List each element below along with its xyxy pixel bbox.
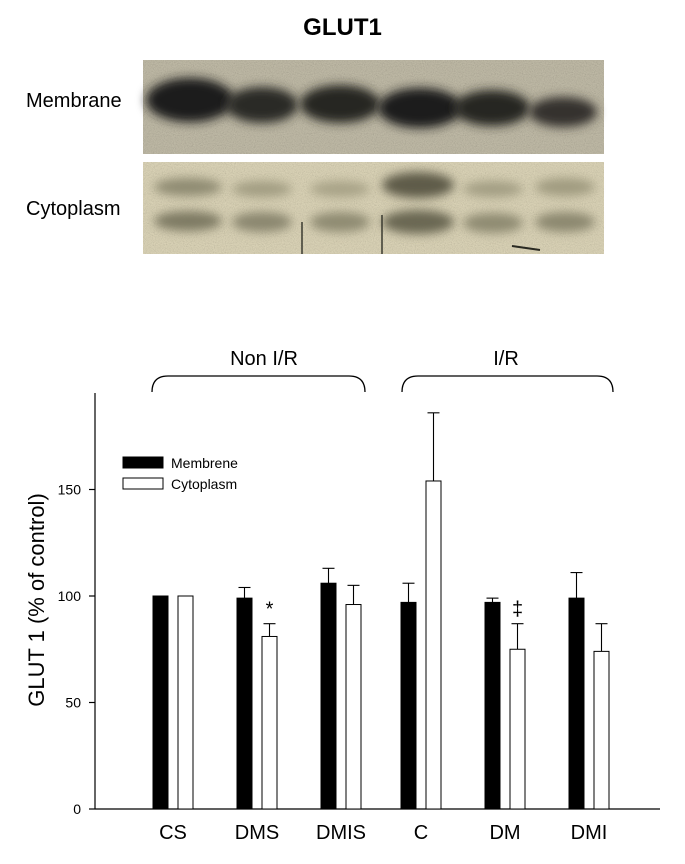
legend: Membrene Cytoplasm <box>122 455 238 492</box>
bracket-non-ir <box>151 375 366 393</box>
significance-marker: * <box>266 599 274 621</box>
legend-swatch-cytoplasm <box>122 477 164 490</box>
bar-membrene-cs <box>152 595 169 810</box>
cytoplasm-blot-image <box>143 162 604 254</box>
y-tick-label: 0 <box>73 801 81 817</box>
y-tick-label: 50 <box>65 695 81 711</box>
bar-cytoplasm-cs <box>177 595 194 810</box>
blot-title: GLUT1 <box>303 14 382 41</box>
bar-membrene-dmis <box>320 582 337 810</box>
bar-cytoplasm-dmi <box>593 650 610 810</box>
group-label-ir: I/R <box>493 348 519 370</box>
membrane-band-dmi <box>529 97 597 127</box>
group-label-non-ir: Non I/R <box>230 348 298 370</box>
blot-row-label-membrane: Membrane <box>26 90 122 112</box>
x-tick-label: DMIS <box>316 822 366 844</box>
y-ticks: 0 50 100 150 <box>58 482 95 817</box>
significance-marker: ‡ <box>512 599 523 621</box>
membrane-band-dmis <box>300 85 380 123</box>
y-axis-label: GLUT 1 (% of control) <box>24 493 49 707</box>
membrane-blot-image <box>143 60 604 154</box>
x-tick-label: DMI <box>571 822 608 844</box>
bracket-ir <box>401 375 614 393</box>
bars: * ‡ <box>152 412 610 810</box>
bar-membrene-dmi <box>568 597 585 810</box>
bar-membrene-dms <box>236 597 253 810</box>
membrane-band-cs <box>146 78 234 122</box>
membrane-band-dm <box>454 90 530 126</box>
bar-membrene-c <box>400 601 417 810</box>
y-tick-label: 100 <box>58 588 82 604</box>
bar-membrene-dm <box>484 601 501 810</box>
blot-row-label-cytoplasm: Cytoplasm <box>26 198 121 220</box>
y-tick-label: 150 <box>58 482 82 498</box>
x-tick-label: CS <box>159 822 187 844</box>
legend-swatch-membrene <box>122 456 164 469</box>
x-tick-labels: CS DMS DMIS C DM DMI <box>159 822 607 844</box>
legend-label-membrene: Membrene <box>171 455 238 471</box>
x-tick-label: C <box>414 822 428 844</box>
bar-cytoplasm-dm <box>509 648 526 810</box>
membrane-band-c <box>378 88 462 128</box>
membrane-band-dms <box>226 87 298 123</box>
bar-cytoplasm-c <box>425 480 442 810</box>
legend-label-cytoplasm: Cytoplasm <box>171 476 237 492</box>
bar-cytoplasm-dmis <box>345 604 362 810</box>
x-tick-label: DM <box>489 822 520 844</box>
bar-cytoplasm-dms <box>261 635 278 810</box>
x-tick-label: DMS <box>235 822 279 844</box>
